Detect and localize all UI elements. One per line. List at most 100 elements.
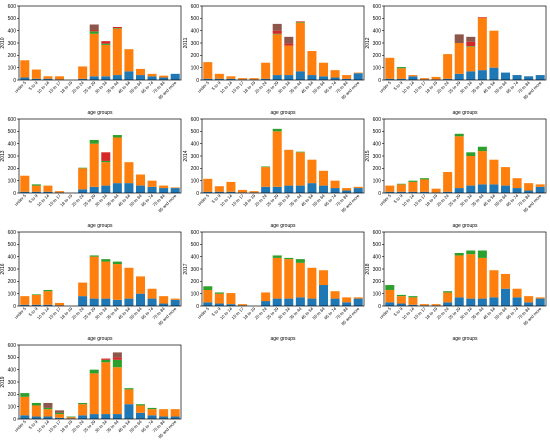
bar-segment-series-4	[112, 26, 122, 29]
bar-segment-series-1	[330, 77, 340, 80]
bar-segment-series-5	[89, 24, 99, 31]
bar-segment-series-2	[226, 293, 236, 305]
bar-segment-series-1	[353, 188, 363, 193]
bar-segment-series-3	[43, 407, 53, 410]
x-axis-label: age groups	[270, 336, 296, 342]
bar-segment-series-2	[524, 183, 534, 191]
x-tick-label: 5 to 9	[211, 80, 222, 91]
bar-segment-series-2	[101, 261, 111, 299]
bar-segment-series-2	[284, 45, 294, 76]
bar-segment-series-3	[396, 294, 406, 297]
y-tick-label: 400	[373, 141, 382, 147]
y-axis-label: 2014	[183, 150, 189, 161]
bar-segment-series-3	[477, 146, 487, 152]
bar-segment-series-4	[101, 41, 111, 44]
bar-segment-series-2	[170, 187, 180, 189]
bar-segment-series-1	[78, 415, 88, 419]
bar-segment-series-1	[500, 72, 511, 80]
y-tick-label: 200	[191, 166, 200, 172]
y-tick-label: 300	[8, 267, 17, 273]
x-axis-label: age groups	[452, 110, 478, 116]
bar-segment-series-1	[112, 414, 122, 419]
plot-frame	[18, 344, 182, 420]
bar-segment-series-2	[159, 296, 169, 304]
bar-segment-series-1	[124, 298, 134, 306]
bar-segment-series-2	[20, 60, 30, 78]
y-axis-label: 2017	[183, 263, 189, 274]
y-tick-label: 400	[8, 254, 17, 260]
bar-segment-series-2	[147, 180, 157, 187]
bar-segment-series-1	[261, 301, 271, 306]
bar-segment-series-2	[272, 257, 282, 299]
bar-segment-series-2	[431, 304, 441, 306]
bar-segment-series-1	[512, 297, 522, 306]
y-tick-label: 200	[8, 53, 17, 59]
bar-segment-series-3	[454, 252, 464, 256]
bar-segment-series-2	[170, 409, 180, 417]
y-tick-label: 300	[191, 267, 200, 273]
bar-segment-series-2	[101, 162, 111, 186]
bar-segment-series-2	[261, 167, 271, 187]
bar-segment-series-2	[214, 186, 224, 192]
bar-segment-series-1	[20, 77, 30, 80]
bar-segment-series-2	[512, 288, 522, 298]
bar-segment-series-2	[237, 78, 248, 80]
y-tick-label: 0	[13, 191, 16, 197]
bar-segment-series-3	[295, 151, 305, 153]
bar-segment-series-3	[466, 46, 476, 47]
y-tick-label: 500	[191, 16, 200, 22]
bar-segment-series-2	[249, 191, 259, 193]
y-tick-label: 0	[378, 304, 381, 310]
y-axis-label: 2018	[365, 263, 371, 274]
bar-segment-series-2	[31, 405, 41, 417]
bar-segment-series-1	[226, 191, 236, 193]
bar-segment-series-2	[353, 72, 363, 74]
y-tick-label: 0	[378, 78, 381, 84]
bar-segment-series-2	[159, 75, 169, 78]
bar-segment-series-4	[295, 21, 305, 23]
bar-segment-series-2	[318, 62, 329, 77]
y-tick-label: 200	[373, 53, 382, 59]
bar-segment-series-1	[408, 76, 418, 80]
bar-segment-series-1	[89, 414, 99, 419]
bar-segment-series-2	[489, 270, 499, 298]
bar-segment-series-2	[385, 185, 395, 192]
bar-segment-series-2	[396, 296, 406, 304]
bar-segment-series-3	[89, 139, 99, 144]
bar-segment-series-1	[535, 75, 545, 80]
bar-segment-series-1	[318, 285, 329, 306]
x-tick-label: 5 to 9	[28, 306, 39, 317]
bar-segment-series-2	[489, 30, 499, 68]
bar-segment-series-2	[124, 49, 134, 72]
bar-segment-series-1	[295, 71, 305, 80]
bar-segment-series-2	[124, 389, 134, 405]
bar-segment-series-3	[112, 28, 122, 29]
bar-segment-series-1	[78, 78, 88, 80]
bar-segment-series-4	[112, 357, 122, 360]
bar-segment-series-1	[396, 303, 406, 306]
bar-segment-series-2	[454, 255, 464, 298]
bar-segment-series-2	[477, 257, 487, 299]
bar-segment-series-3	[78, 167, 88, 169]
bar-segment-series-2	[535, 184, 545, 187]
bar-segment-series-2	[342, 188, 352, 191]
bar-segment-series-1	[78, 189, 88, 193]
bar-segment-series-1	[261, 186, 271, 193]
y-tick-label: 200	[8, 392, 17, 398]
plot-frame	[201, 231, 365, 307]
bar-segment-series-1	[261, 78, 271, 80]
bar-segment-series-1	[170, 73, 180, 80]
bar-segment-series-1	[54, 417, 65, 419]
bar-segment-series-3	[66, 416, 76, 418]
bar-segment-series-1	[396, 78, 406, 80]
bar-segment-series-1	[31, 304, 41, 306]
bar-segment-series-1	[135, 293, 146, 306]
bar-segment-series-2	[78, 168, 88, 190]
bar-segment-series-4	[477, 17, 487, 18]
y-axis-label: 2016	[0, 263, 6, 274]
bar-segment-series-2	[54, 76, 65, 80]
bar-segment-series-5	[43, 402, 53, 408]
bar-segment-series-3	[112, 261, 122, 265]
bar-segment-series-1	[20, 415, 30, 419]
